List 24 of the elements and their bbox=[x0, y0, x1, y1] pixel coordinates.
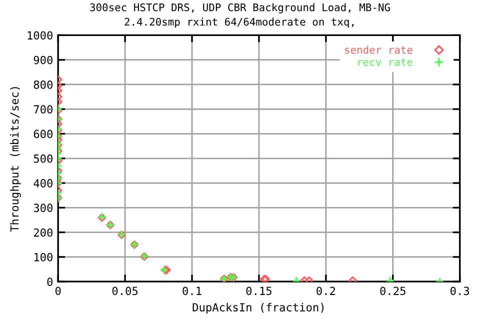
y-tick-label: 500 bbox=[34, 154, 52, 163]
y-axis-title: Throughput (mbits/sec) bbox=[10, 87, 21, 232]
chart-subtitle: 2.4.20smp rxint 64/64moderate on txq, bbox=[124, 18, 354, 28]
y-tick-label: 1000 bbox=[28, 31, 52, 40]
x-tick-label: 0.1 bbox=[182, 286, 202, 296]
x-tick-label: 0.3 bbox=[450, 286, 470, 296]
y-tick-label: 200 bbox=[34, 228, 52, 237]
x-tick-label: 0.05 bbox=[112, 286, 138, 296]
legend-label: sender rate bbox=[345, 46, 412, 54]
y-tick-label: 600 bbox=[34, 130, 52, 138]
x-tick-label: 0.15 bbox=[246, 286, 272, 296]
legend-label: recv rate bbox=[358, 58, 412, 66]
x-axis-title: DupAcksIn (fraction) bbox=[192, 302, 324, 314]
y-tick-label: 0 bbox=[47, 278, 52, 286]
y-tick-label: 900 bbox=[34, 56, 52, 64]
x-tick-label: 0.2 bbox=[316, 286, 336, 296]
y-tick-label: 400 bbox=[34, 179, 52, 188]
x-tick-label: 0.25 bbox=[380, 286, 406, 296]
y-tick-label: 300 bbox=[34, 204, 52, 212]
y-tick-label: 100 bbox=[34, 252, 52, 262]
x-tick-label: 0 bbox=[55, 286, 61, 296]
y-tick-label: 700 bbox=[34, 105, 52, 114]
chart-title: 300sec HSTCP DRS, UDP CBR Background Load, MB-NG bbox=[90, 3, 390, 14]
y-tick-label: 800 bbox=[34, 80, 52, 89]
